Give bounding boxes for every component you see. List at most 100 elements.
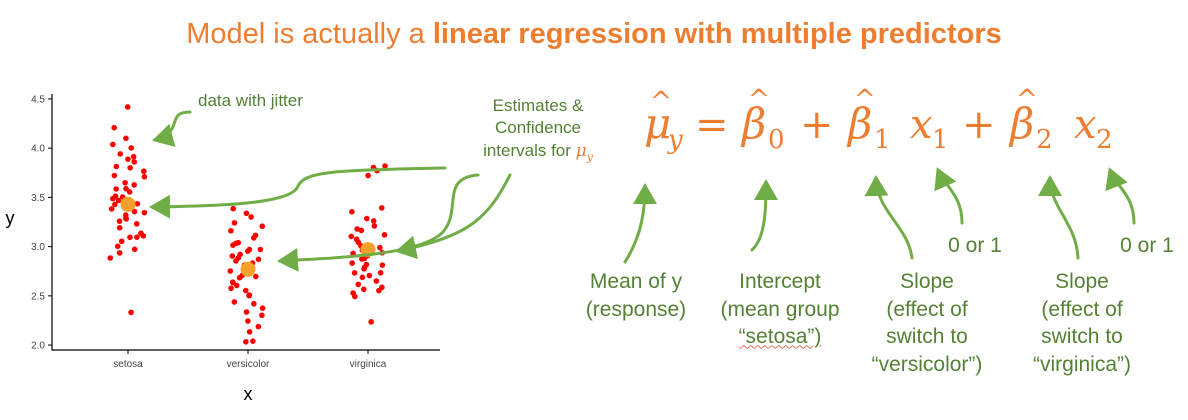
- data-point: [360, 286, 367, 293]
- data-point: [126, 189, 133, 195]
- data-point: [128, 309, 134, 316]
- data-point: [108, 206, 115, 212]
- data-point: [377, 269, 384, 276]
- mu-hat-mark: ^: [650, 87, 672, 117]
- data-point: [243, 210, 250, 217]
- x-axis: setosa versicolor virginica: [113, 350, 387, 370]
- data-point: [227, 268, 234, 274]
- data-point: [231, 299, 238, 305]
- label-zero-or-one-b: 0 or 1: [1120, 234, 1174, 257]
- beta0: β: [740, 99, 766, 148]
- arrow-intercept: [750, 179, 778, 252]
- data-point: [243, 309, 250, 315]
- data-point: [123, 135, 129, 142]
- data-point: [250, 338, 256, 344]
- svg-text:^: ^: [854, 85, 876, 115]
- estimate-arrow-versicolor: [277, 173, 480, 272]
- data-point: [122, 179, 128, 186]
- slide-title-bold: linear regression with multiple predicto…: [432, 18, 1002, 50]
- data-point: [110, 141, 116, 148]
- data-point: [378, 205, 385, 211]
- data-point: [113, 186, 119, 192]
- data-point: [123, 185, 129, 192]
- estimates-label: Estimates & Confidence intervals for μy: [483, 96, 593, 164]
- data-point: [253, 273, 259, 280]
- data-point: [125, 156, 131, 162]
- data-point: [116, 218, 123, 225]
- axis-lines: [51, 94, 440, 351]
- data-point: [355, 281, 362, 288]
- jitter-arrow: [152, 110, 192, 147]
- data-point: [116, 250, 123, 256]
- data-point: [134, 200, 141, 207]
- data-point: [140, 233, 147, 239]
- label-intercept: Intercept (mean group “setosa”): [720, 270, 840, 349]
- data-point: [379, 262, 386, 268]
- data-point: [250, 235, 257, 241]
- data-point: [236, 274, 243, 281]
- y-tick-label: 4.5: [31, 94, 45, 105]
- y-tick-label: 3.0: [31, 242, 45, 253]
- mu-hat: μ: [644, 99, 671, 148]
- data-point: [114, 243, 121, 250]
- x-tick-label: setosa: [113, 359, 143, 370]
- data-point: [352, 293, 358, 300]
- equals-sign: =: [695, 102, 729, 148]
- data-point: [110, 195, 116, 202]
- data-point: [131, 182, 137, 188]
- data-point: [231, 220, 238, 226]
- data-point: [376, 287, 382, 294]
- x2: x: [1074, 102, 1097, 148]
- x-tick-label: virginica: [350, 359, 387, 370]
- data-point: [127, 234, 133, 241]
- data-point: [348, 233, 355, 240]
- data-point: [111, 124, 117, 131]
- data-point: [116, 224, 123, 231]
- y-tick-label: 2.5: [31, 291, 45, 302]
- data-point: [124, 104, 131, 110]
- data-point: [248, 214, 254, 220]
- data-point: [228, 228, 234, 234]
- data-point: [134, 234, 140, 240]
- beta2-index: 2: [1036, 125, 1053, 155]
- data-point: [259, 312, 265, 319]
- data-point: [259, 305, 266, 311]
- data-point: [107, 255, 114, 261]
- data-point: [229, 253, 236, 259]
- x-tick-label: versicolor: [227, 359, 270, 370]
- data-point: [370, 218, 377, 224]
- data-point: [243, 339, 249, 345]
- data-point: [255, 323, 262, 330]
- data-point: [364, 215, 370, 222]
- data-point: [233, 258, 239, 264]
- beta1: β: [846, 99, 872, 148]
- y-tick-label: 3.5: [31, 193, 45, 204]
- data-point: [257, 246, 264, 253]
- data-point: [255, 256, 262, 263]
- data-point: [246, 328, 253, 335]
- data-point: [244, 248, 251, 254]
- svg-text:^: ^: [748, 85, 770, 115]
- data-point: [368, 319, 374, 325]
- data-point: [349, 260, 355, 266]
- arrow-mean-y: [623, 183, 657, 264]
- data-point: [123, 216, 130, 222]
- data-point: [141, 173, 148, 180]
- data-point: [115, 197, 122, 204]
- data-point: [141, 168, 147, 175]
- beta1-index: 1: [874, 125, 891, 155]
- estimate-point-versicolor: [240, 261, 256, 277]
- data-point: [230, 242, 236, 248]
- x1-index: 1: [932, 125, 949, 155]
- data-point: [359, 256, 365, 262]
- scatter-chart: 2.0 2.5 3.0 3.5 4.0 4.5 setosa versicolor virgi…: [6, 94, 440, 404]
- estimate-arrow-virginica: [395, 173, 512, 260]
- beta0-index: 0: [768, 125, 785, 155]
- data-point: [131, 246, 138, 253]
- data-point: [365, 172, 371, 179]
- data-point: [349, 208, 355, 215]
- data-point: [251, 300, 257, 307]
- data-point: [111, 172, 118, 179]
- data-point: [230, 205, 237, 212]
- data-point: [351, 270, 358, 276]
